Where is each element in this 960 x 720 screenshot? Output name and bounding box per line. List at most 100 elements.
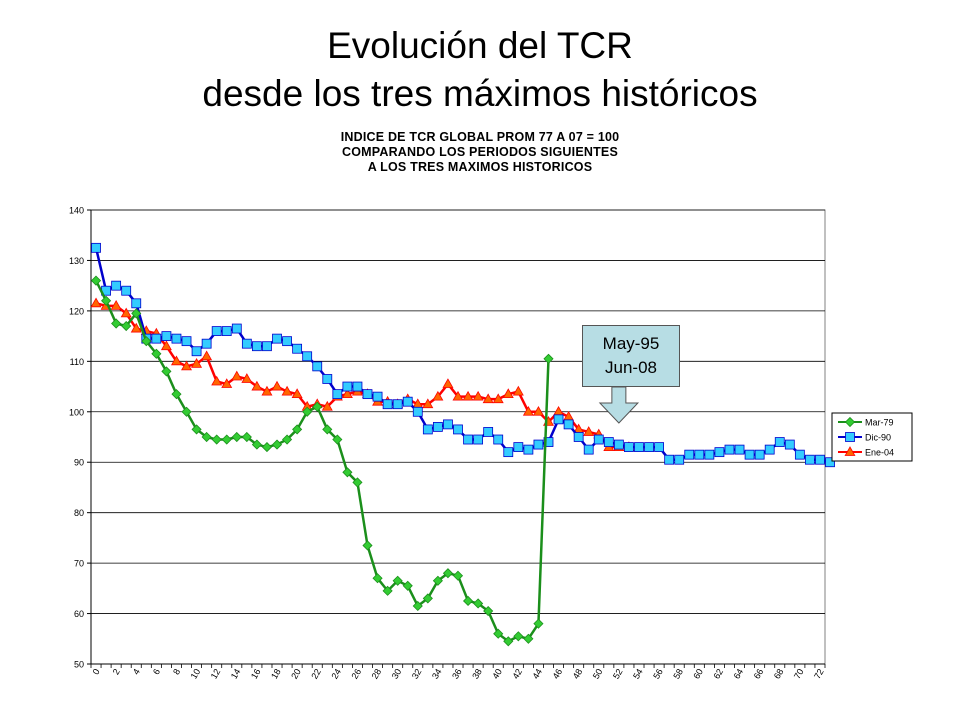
- data-point: [90, 275, 102, 286]
- chart-title-line1: INDICE DE TCR GLOBAL PROM 77 A 07 = 100: [340, 130, 620, 144]
- x-tick-label: 54: [631, 667, 645, 681]
- data-point: [251, 380, 263, 391]
- data-point: [131, 298, 142, 309]
- data-point: [101, 295, 112, 306]
- data-point: [332, 389, 343, 400]
- x-tick-label: 16: [249, 667, 263, 681]
- data-point: [221, 434, 232, 445]
- data-point: [151, 333, 162, 344]
- data-point: [231, 323, 242, 334]
- slide-title-line2: desde los tres máximos históricos: [202, 73, 758, 114]
- data-point: [342, 381, 353, 392]
- data-point: [332, 434, 343, 445]
- data-point: [553, 414, 564, 425]
- x-tick-label: 6: [151, 667, 162, 676]
- data-point: [272, 333, 282, 344]
- data-point: [483, 427, 494, 437]
- data-point: [412, 406, 423, 417]
- data-point: [432, 575, 443, 586]
- data-point: [583, 426, 595, 436]
- grid: [90, 209, 826, 665]
- data-point: [221, 378, 233, 388]
- x-tick-label: 44: [531, 667, 545, 681]
- data-point: [543, 353, 554, 364]
- data-point: [271, 380, 283, 391]
- data-point: [121, 285, 132, 296]
- data-point: [522, 405, 534, 416]
- y-tick-label: 100: [69, 407, 84, 417]
- data-point: [392, 575, 403, 586]
- legend-label: Dic-90: [865, 433, 891, 443]
- data-point: [513, 631, 524, 642]
- x-tick-label: 12: [209, 667, 223, 681]
- chart-title-line3: A LOS TRES MAXIMOS HISTORICOS: [367, 160, 593, 174]
- series-dic-90: [91, 242, 835, 468]
- data-point: [764, 444, 775, 455]
- data-point: [503, 447, 514, 458]
- annotation-arrow: [598, 386, 640, 424]
- data-point: [341, 388, 353, 399]
- data-point: [251, 439, 262, 450]
- x-tick-label: 18: [269, 667, 283, 681]
- x-tick-label: 42: [510, 667, 524, 681]
- data-point: [271, 439, 283, 450]
- data-point: [774, 437, 785, 447]
- x-tick-label: 32: [410, 667, 424, 681]
- data-point: [432, 390, 444, 401]
- data-point: [312, 401, 323, 412]
- legend-item-ene-04: Ene-04: [838, 446, 894, 458]
- series-line: [94, 280, 550, 643]
- data-point: [563, 419, 574, 430]
- data-point: [734, 444, 745, 455]
- x-tick-label: 64: [732, 667, 746, 681]
- legend-marker: [844, 446, 856, 456]
- data-point: [191, 358, 203, 368]
- data-point: [201, 338, 212, 349]
- legend-item-mar-79: Mar-79: [838, 416, 894, 428]
- data-point: [201, 431, 212, 443]
- data-point: [352, 477, 363, 488]
- data-point: [523, 444, 534, 455]
- x-tick-label: 38: [470, 667, 484, 681]
- x-tick-label: 40: [490, 667, 504, 681]
- x-tick-label: 72: [812, 667, 826, 681]
- data-point: [784, 439, 795, 450]
- x-tick-label: 10: [189, 667, 203, 681]
- data-point: [312, 361, 323, 372]
- data-point: [231, 370, 243, 381]
- data-point: [262, 341, 272, 352]
- data-point: [744, 449, 755, 460]
- data-point: [492, 393, 504, 404]
- data-point: [382, 585, 393, 596]
- data-point: [141, 336, 152, 347]
- data-point: [211, 434, 222, 445]
- x-tick-label: 62: [711, 667, 725, 681]
- annotation-callout: May-95 Jun-08: [582, 325, 680, 387]
- data-point: [613, 439, 624, 450]
- data-point: [603, 437, 614, 447]
- x-tick-label: 0: [91, 667, 102, 676]
- data-point: [282, 336, 292, 347]
- data-point: [231, 431, 242, 443]
- data-point: [241, 431, 252, 443]
- data-point: [362, 540, 373, 551]
- data-point: [382, 399, 393, 410]
- data-point: [533, 439, 544, 450]
- series-mar-79: [90, 275, 554, 647]
- x-tick-label: 48: [571, 667, 585, 681]
- data-point: [412, 600, 423, 612]
- data-point: [442, 378, 454, 388]
- data-point: [322, 374, 333, 384]
- data-point: [593, 434, 604, 445]
- data-point: [221, 326, 232, 336]
- data-point: [291, 388, 303, 399]
- data-point: [754, 449, 765, 460]
- x-tick-label: 24: [329, 667, 343, 681]
- legend-item-dic-90: Dic-90: [838, 432, 891, 443]
- y-tick-label: 50: [74, 660, 84, 670]
- data-point: [483, 605, 494, 617]
- x-tick-label: 34: [430, 667, 444, 681]
- data-point: [512, 385, 524, 396]
- data-point: [815, 454, 825, 465]
